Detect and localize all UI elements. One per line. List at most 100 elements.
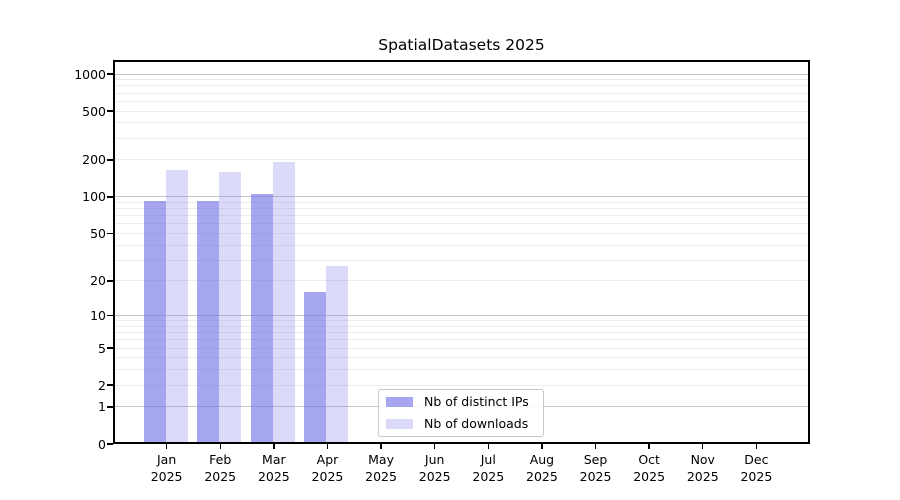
x-tick-label-sep: Sep 2025	[568, 451, 624, 485]
gridline-minor	[114, 79, 809, 81]
gridline-major	[114, 73, 809, 75]
gridline-minor	[114, 280, 809, 282]
x-tick-month: Mar	[262, 452, 286, 467]
y-tick-label: 1	[98, 399, 106, 415]
gridline-major	[114, 196, 809, 198]
y-tick-mark	[107, 347, 113, 349]
x-tick-month: Feb	[209, 452, 232, 467]
y-tick-label: 1000	[74, 66, 106, 82]
x-tick-label-jan: Jan 2025	[139, 451, 195, 485]
x-tick-mark	[541, 444, 543, 449]
y-tick-mark	[107, 406, 113, 408]
gridline-minor	[114, 332, 809, 334]
chart-title: SpatialDatasets 2025	[378, 36, 545, 54]
x-tick-label-dec: Dec 2025	[728, 451, 784, 485]
gridline-major	[114, 315, 809, 317]
y-tick-mark	[107, 196, 113, 198]
x-tick-mark	[487, 444, 489, 449]
y-tick-label: 200	[82, 152, 106, 168]
x-tick-year: 2025	[686, 469, 719, 484]
y-tick-mark	[107, 110, 113, 112]
x-tick-month: Apr	[316, 452, 339, 467]
y-tick-mark	[107, 443, 113, 445]
gridline-minor	[114, 232, 809, 234]
x-tick-month: Jan	[156, 452, 177, 467]
x-tick-mark	[648, 444, 650, 449]
x-tick-mark	[380, 444, 382, 449]
x-tick-mark	[433, 444, 436, 449]
gridline-minor	[114, 137, 809, 139]
legend: Nb of distinct IPs Nb of downloads	[378, 389, 544, 437]
gridline-minor	[114, 259, 809, 261]
x-tick-month: Aug	[529, 452, 555, 467]
x-tick-month: Sep	[583, 452, 608, 467]
y-tick-mark	[107, 280, 113, 282]
gridline-minor	[114, 339, 809, 341]
x-tick-label-apr: Apr 2025	[299, 451, 355, 485]
gridline-minor	[114, 122, 809, 124]
x-tick-year: 2025	[740, 469, 773, 484]
bar-downloads-mar	[272, 161, 295, 443]
gridline-minor	[114, 201, 809, 203]
gridline-minor	[114, 85, 809, 87]
y-tick-label: 5	[98, 340, 106, 356]
bar-downloads-jan	[165, 170, 188, 443]
y-tick-mark	[107, 159, 113, 161]
y-tick-label: 2	[98, 377, 106, 393]
y-tick-label: 500	[82, 103, 106, 119]
x-tick-mark	[326, 444, 329, 449]
legend-swatch-downloads	[386, 419, 413, 429]
legend-item-distinct-ips: Nb of distinct IPs	[386, 393, 543, 411]
x-tick-year: 2025	[311, 469, 344, 484]
gridline-minor	[114, 244, 809, 246]
x-tick-month: Jun	[424, 452, 445, 467]
axis-spine-top	[113, 60, 810, 62]
x-tick-year: 2025	[418, 469, 451, 484]
x-tick-mark	[219, 444, 221, 449]
gridline-minor	[114, 320, 809, 322]
legend-label-downloads: Nb of downloads	[424, 416, 529, 431]
y-tick-label: 50	[90, 225, 106, 241]
legend-swatch-distinct-ips	[386, 397, 413, 407]
x-tick-year: 2025	[150, 469, 183, 484]
x-tick-month: Jul	[480, 452, 496, 467]
gridline-minor	[114, 223, 809, 225]
bar-downloads-feb	[219, 171, 242, 443]
x-tick-mark	[702, 444, 704, 449]
gridline-minor	[114, 369, 809, 371]
x-tick-label-may: May 2025	[353, 451, 409, 485]
x-tick-label-mar: Mar 2025	[246, 451, 302, 485]
x-tick-year: 2025	[257, 469, 290, 484]
legend-item-downloads: Nb of downloads	[386, 415, 543, 433]
plot-area	[113, 60, 810, 444]
bar-downloads-apr	[326, 265, 349, 443]
x-tick-label-oct: Oct 2025	[621, 451, 677, 485]
x-tick-label-jul: Jul 2025	[460, 451, 516, 485]
gridline-minor	[114, 325, 809, 327]
x-tick-label-aug: Aug 2025	[514, 451, 570, 485]
x-tick-label-feb: Feb 2025	[192, 451, 248, 485]
x-tick-mark	[594, 444, 597, 449]
bar-ips-apr	[304, 292, 327, 443]
bar-ips-jan	[143, 200, 166, 443]
axis-spine-bottom	[113, 442, 810, 444]
x-tick-year: 2025	[472, 469, 505, 484]
y-tick-label: 100	[82, 189, 106, 205]
x-tick-mark	[273, 444, 275, 449]
gridline-minor	[114, 384, 809, 386]
x-tick-year: 2025	[633, 469, 666, 484]
x-tick-label-nov: Nov 2025	[675, 451, 731, 485]
x-tick-mark	[755, 444, 758, 449]
x-tick-label-jun: Jun 2025	[407, 451, 463, 485]
gridline-minor	[114, 110, 809, 112]
x-tick-year: 2025	[204, 469, 237, 484]
legend-label-distinct-ips: Nb of distinct IPs	[424, 394, 529, 409]
y-tick-label: 10	[90, 308, 106, 324]
gridline-minor	[114, 347, 809, 349]
gridline-minor	[114, 208, 809, 210]
x-tick-year: 2025	[526, 469, 558, 484]
x-tick-month: May	[368, 452, 394, 467]
x-tick-year: 2025	[579, 469, 612, 484]
x-tick-month: Dec	[744, 452, 769, 467]
